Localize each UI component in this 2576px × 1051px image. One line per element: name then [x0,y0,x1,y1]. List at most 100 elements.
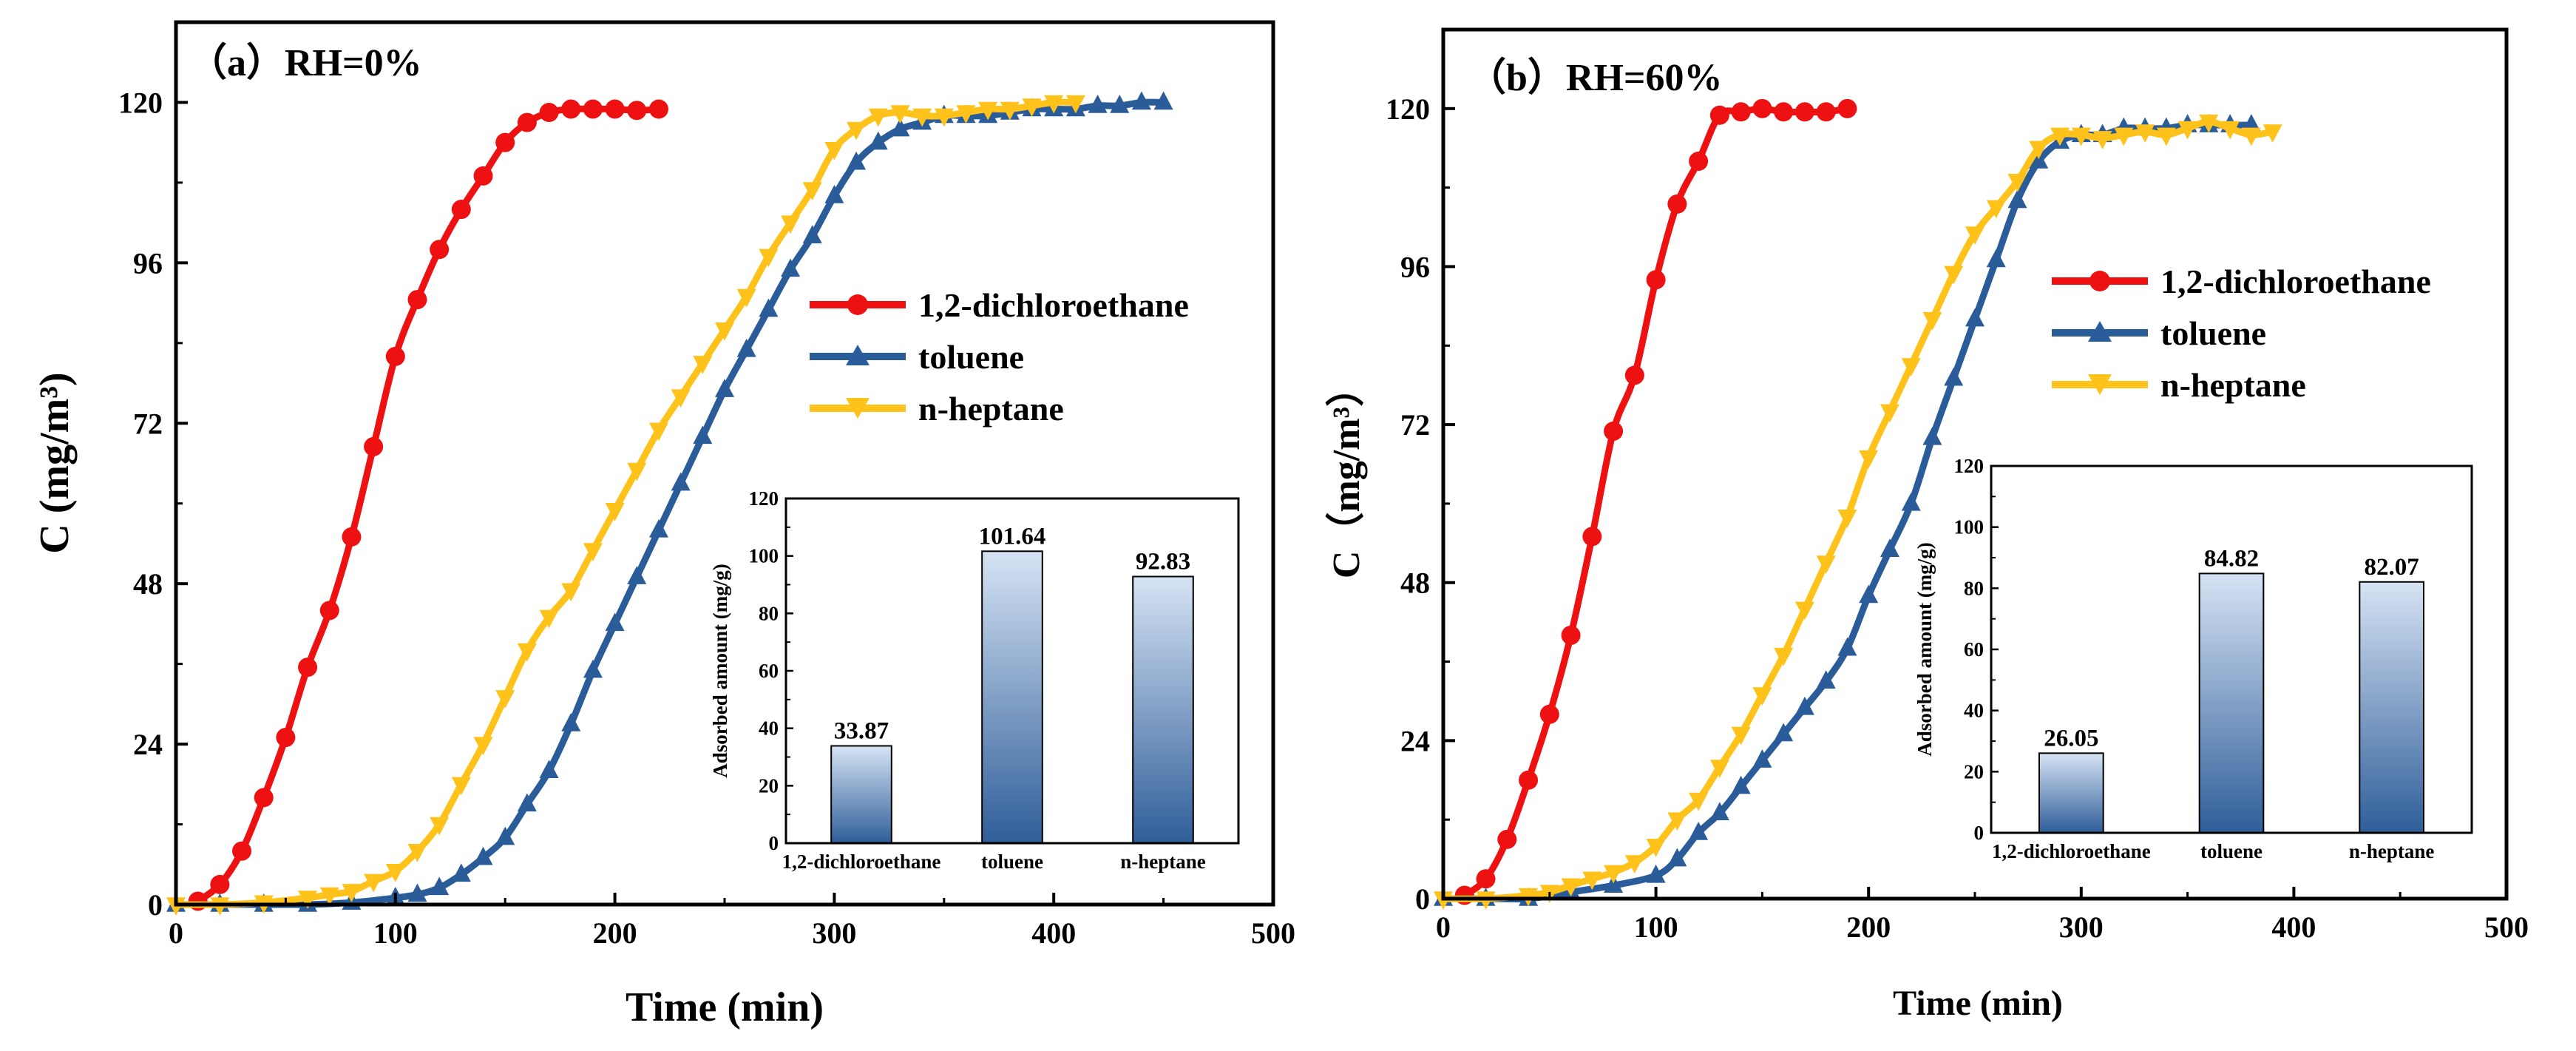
data-point [342,884,362,902]
data-point [1837,98,1857,118]
data-point [1752,687,1772,706]
data-point [1667,194,1687,214]
legend-item-dichloroethane: 1,2-dichloroethane [2052,263,2431,300]
data-point [1752,98,1772,118]
data-point [1965,226,1984,245]
data-point [890,105,910,124]
data-point [451,200,471,220]
data-point [956,105,976,124]
data-point [1624,855,1644,873]
data-point [671,389,691,408]
inset-bar [2359,581,2424,834]
data-point [1110,95,1130,113]
inset-y-tick-label: 40 [759,717,779,740]
data-point [254,788,274,808]
data-point [715,322,734,341]
y-tick-label: 48 [133,567,163,601]
series-line-0 [194,105,662,905]
data-point [276,728,296,748]
panel-b-legend: 1,2-dichloroethane toluene n-heptane [2052,263,2431,404]
data-point [2263,124,2282,143]
y-tick-label: 24 [1400,724,1430,757]
inset-y-tick-label: 20 [759,774,779,797]
data-point [1880,538,1899,557]
data-point [978,101,998,121]
data-point [1944,266,1964,285]
data-point [693,425,713,445]
data-point [934,108,954,127]
panel-a-inset-frame [784,497,1240,845]
y-tick-label: 0 [1415,882,1430,916]
data-point [1837,509,1857,528]
data-point [517,643,537,662]
x-tick-label: 100 [1634,910,1678,944]
legend-label-dichloroethane: 1,2-dichloroethane [2160,263,2431,300]
data-point [2114,127,2134,146]
data-point [1646,839,1666,857]
inset-y-tick-label: 80 [759,602,779,624]
data-point [473,166,493,186]
data-point [1561,878,1581,897]
data-point [890,118,910,137]
data-point [451,863,471,882]
data-point [407,290,427,310]
inset-y-tick-label: 0 [769,832,779,854]
data-point [517,793,537,812]
data-point [693,356,713,374]
data-point [430,240,450,260]
y-tick-label: 72 [1400,408,1430,442]
x-tick-label: 500 [2484,910,2529,944]
data-point [627,101,647,121]
x-tick-label: 200 [1846,910,1891,944]
data-point [473,846,493,865]
data-point [802,182,822,200]
data-point [605,503,625,521]
legend-label-toluene: toluene [918,338,1024,376]
inset-y-tick-label: 80 [1964,577,1984,599]
data-point [1689,152,1709,172]
data-point [1153,91,1173,110]
inset-y-tick-label: 60 [759,660,779,682]
data-point [364,436,384,456]
data-point [1774,723,1794,742]
y-tick-label: 48 [1400,567,1430,600]
inset-bar [1132,575,1194,845]
panel-b-inset-bar-chart: 0 20 40 60 80 100 120 26.05 1,2-dichloroethane 84… [1914,455,2473,862]
data-point [451,777,471,796]
data-point [1774,647,1794,666]
data-point [385,864,405,882]
data-point [407,883,427,902]
inset-bar-value-label: 26.05 [2044,725,2098,751]
panel-a-label: （a）RH=0% [189,41,422,84]
y-tick-label: 0 [148,888,163,922]
data-point [736,288,756,308]
y-tick-label: 96 [1400,250,1430,283]
data-point [407,843,427,862]
inset-bar-value-label: 92.83 [1136,549,1190,575]
panel-b-inset-y-title: Adsorbed amount (mg/g) [1914,542,1936,757]
panel-a-legend: 1,2-dichloroethane toluene n-heptane [810,286,1189,428]
data-point [648,518,668,538]
inset-bar [981,550,1043,844]
data-point [1539,704,1559,724]
panel-b-y-axis-title: C（mg/m³） [1325,368,1368,578]
data-point [539,103,559,123]
x-tick-label: 300 [2059,910,2104,944]
panel-a-x-axis-title: Time (min) [626,984,824,1030]
data-point [1901,358,1921,376]
data-point [561,99,581,119]
data-point [1859,450,1879,469]
data-point [495,690,515,709]
legend-label-dichloroethane: 1,2-dichloroethane [918,286,1189,324]
data-point [1709,105,1729,125]
data-point [1986,200,2006,219]
legend-item-n-heptane: n-heptane [810,390,1064,428]
data-point [1604,865,1624,884]
data-point [759,298,779,317]
data-point [1476,869,1496,889]
panel-a-y-axis-title: C (mg/m³) [32,372,78,553]
data-point [1604,874,1624,893]
inset-category-label: 1,2-dichloroethane [782,851,941,873]
data-point [1965,308,1984,327]
data-point [1434,891,1453,910]
